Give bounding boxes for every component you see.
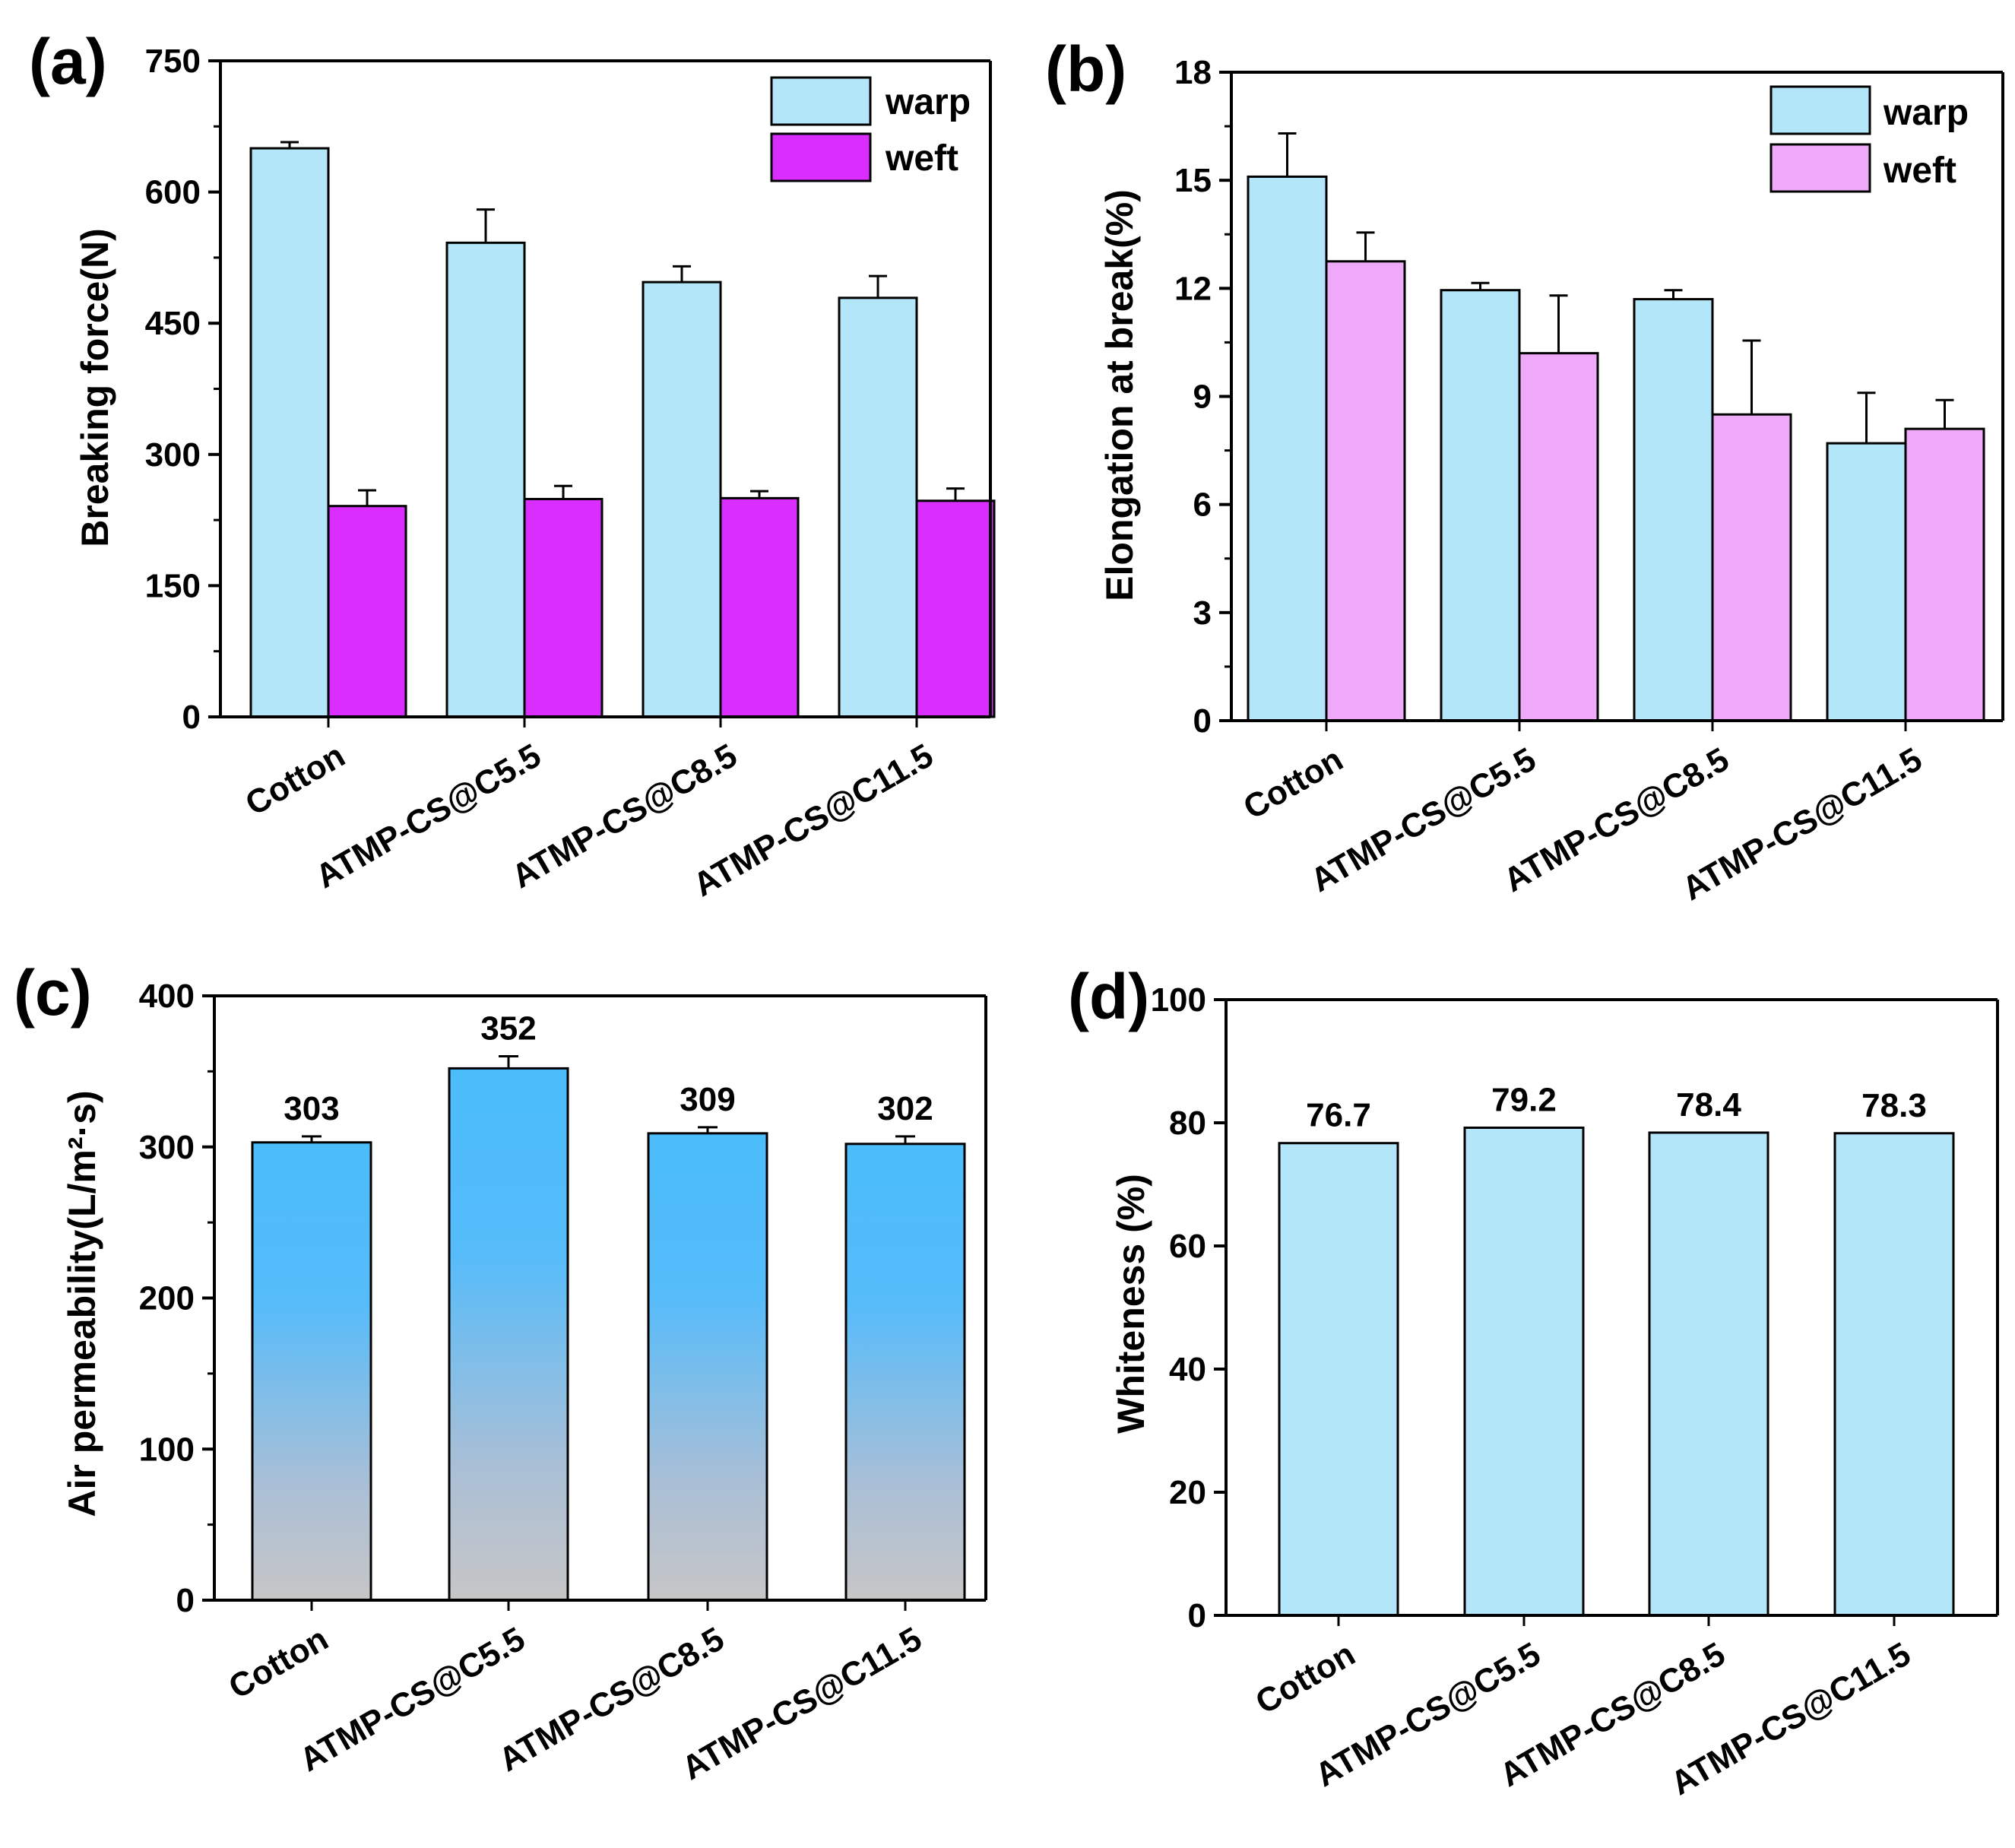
bar (1278, 1142, 1399, 1617)
panel-b-ylabel: Elongation at break(%) (1098, 189, 1141, 601)
y-tick-label: 6 (1193, 487, 1212, 524)
y-tick-label: 150 (145, 567, 201, 604)
y-tick-label: 300 (145, 436, 201, 474)
y-tick-label: 9 (1193, 379, 1212, 416)
legend-weft-label: weft (885, 138, 958, 179)
panel-b-elongation: (b) Elongation at break(%) 0 3 6 9 12 15 18 Cot… (1045, 33, 2004, 908)
bar-weft (915, 499, 996, 718)
legend-weft-swatch (770, 132, 872, 182)
bar-warp (838, 296, 918, 718)
y-tick-label: 0 (182, 699, 201, 736)
y-tick-label: 0 (176, 1582, 195, 1619)
y-tick-label: 750 (145, 43, 201, 80)
y-tick-label: 300 (139, 1129, 195, 1166)
y-tick-label: 15 (1174, 162, 1212, 199)
panel-a-ylabel: Breaking force(N) (74, 228, 116, 547)
x-category-label: Cotton (239, 737, 351, 823)
panel-a-breaking-force: (a) Breaking force(N) 0 150 300 450 600 750 Co… (29, 26, 996, 904)
panel-a-letter: (a) (29, 26, 107, 97)
y-tick-label: 12 (1174, 270, 1212, 307)
panel-d-ylabel: Whiteness (%) (1110, 1174, 1152, 1434)
legend-warp-swatch (1769, 85, 1871, 135)
bar (1833, 1132, 1955, 1617)
bar-warp (1440, 289, 1521, 722)
bar-warp (642, 281, 722, 718)
legend-weft-label: weft (1883, 151, 1956, 191)
x-category-label: Cotton (1250, 1635, 1361, 1721)
y-tick-label: 200 (139, 1280, 195, 1317)
x-category-label: Cotton (1237, 740, 1349, 826)
x-category-label: Cotton (223, 1620, 334, 1706)
bar-weft (327, 505, 407, 718)
data-label: 303 (284, 1090, 339, 1127)
panel-a-legend: warp weft (770, 76, 971, 182)
panel-d-plot-area: 76.7 79.2 78.4 78.3020406080100CottonATMP-C… (1151, 981, 1999, 1802)
bar-warp (1826, 442, 1907, 722)
bar (1463, 1126, 1585, 1617)
panel-b-legend: warp weft (1769, 85, 1969, 193)
bar-weft (1518, 352, 1599, 722)
y-tick-label: 80 (1169, 1105, 1206, 1142)
y-tick-label: 0 (1193, 702, 1212, 740)
legend-warp-swatch (770, 76, 872, 126)
y-tick-label: 100 (1151, 981, 1206, 1019)
data-label: 79.2 (1491, 1081, 1557, 1118)
bar (844, 1143, 966, 1602)
panel-b-letter: (b) (1045, 33, 1126, 105)
bar-warp (445, 241, 526, 718)
bar-weft (1325, 260, 1406, 722)
y-tick-label: 400 (139, 978, 195, 1015)
y-tick-label: 60 (1169, 1228, 1206, 1265)
data-label: 78.3 (1861, 1087, 1927, 1124)
panel-c-letter: (c) (14, 957, 92, 1029)
bar-warp (1247, 175, 1328, 722)
legend-weft-swatch (1769, 143, 1871, 193)
y-tick-label: 20 (1169, 1474, 1206, 1511)
bar-weft (523, 497, 604, 718)
panel-c-air-permeability: (c) Air permeability(L/m²·s) 303 352 309 30… (14, 957, 987, 1787)
data-label: 309 (680, 1081, 735, 1118)
y-tick-label: 600 (145, 174, 201, 211)
bar (1648, 1131, 1769, 1617)
bar (448, 1067, 569, 1602)
y-tick-label: 18 (1174, 54, 1212, 91)
bar-weft (1904, 427, 1985, 722)
data-label: 302 (877, 1090, 933, 1127)
y-tick-label: 450 (145, 305, 201, 342)
data-label: 76.7 (1306, 1097, 1371, 1134)
y-tick-label: 40 (1169, 1351, 1206, 1388)
bar-weft (1711, 413, 1792, 722)
panel-c-ylabel: Air permeability(L/m²·s) (61, 1090, 103, 1517)
data-label: 352 (480, 1010, 536, 1048)
panel-a-plot-area: 0150300450600750CottonATMP-CS@C5.5ATMP-C… (145, 43, 996, 904)
panel-d-letter: (d) (1068, 961, 1149, 1032)
bar-warp (249, 147, 330, 718)
data-label: 78.4 (1676, 1086, 1741, 1124)
legend-warp-label: warp (885, 82, 971, 122)
bar (647, 1132, 768, 1602)
y-tick-label: 3 (1193, 594, 1212, 632)
bar-weft (719, 496, 800, 718)
bar (251, 1141, 372, 1602)
legend-warp-label: warp (1883, 93, 1969, 133)
panel-b-plot-area: 0369121518CottonATMP-CS@C5.5ATMP-CS@C8.5… (1174, 54, 2004, 908)
panel-d-whiteness: (d) Whiteness (%) 76.7 79.2 78.4 78.3 0 20 40 6… (1068, 961, 1999, 1802)
bar-warp (1633, 298, 1714, 722)
y-tick-label: 0 (1188, 1597, 1206, 1634)
y-tick-label: 100 (139, 1431, 195, 1468)
